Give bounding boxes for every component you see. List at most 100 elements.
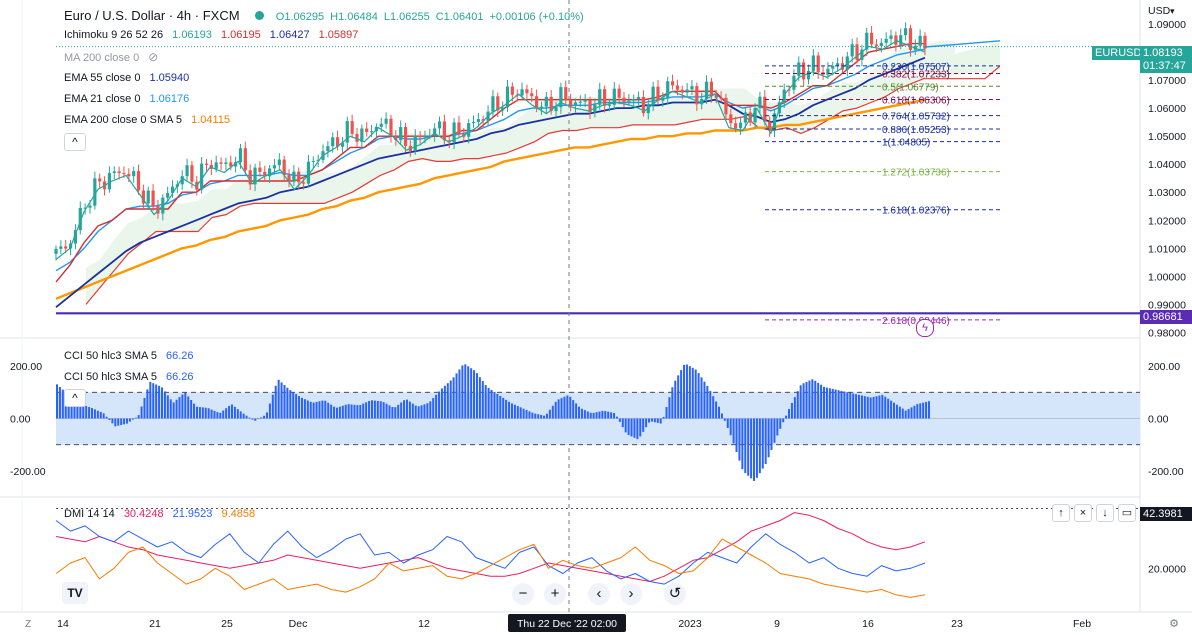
cci-bar bbox=[893, 402, 896, 419]
tradingview-logo-icon[interactable]: TV bbox=[62, 582, 88, 604]
candle-body bbox=[136, 171, 141, 191]
collapse-cci-button[interactable]: ^ bbox=[64, 389, 86, 407]
candle-body bbox=[491, 96, 495, 112]
fib-level-label: 1.272(1.03736) bbox=[882, 168, 950, 179]
candle-body bbox=[860, 49, 864, 60]
move-pane-down-button[interactable]: ↓ bbox=[1096, 504, 1114, 522]
candle-body bbox=[680, 89, 684, 93]
time-axis-label: 9 bbox=[774, 618, 780, 630]
candle-body bbox=[797, 62, 801, 76]
cci-bar bbox=[729, 418, 732, 436]
cci-bar bbox=[443, 385, 446, 419]
cci-bar bbox=[630, 418, 633, 437]
candle-body bbox=[709, 81, 713, 97]
remove-pane-button[interactable]: × bbox=[1074, 504, 1092, 522]
cci-bar bbox=[770, 418, 773, 450]
ema55-legend[interactable]: EMA 55 close 0 1.05940 bbox=[64, 71, 195, 85]
dmi-axis-tick: 20.0000 bbox=[1148, 563, 1186, 575]
price-axis-tick: 1.09000 bbox=[1148, 19, 1186, 31]
cci-bar bbox=[703, 381, 706, 419]
cci-bar bbox=[335, 407, 338, 419]
cci-bar bbox=[435, 394, 438, 419]
zoom-in-button[interactable]: + bbox=[544, 583, 566, 605]
candle-body bbox=[204, 163, 209, 165]
cci-bar bbox=[70, 397, 73, 419]
cci-legend-1[interactable]: CCI 50 hlc3 SMA 5 66.26 bbox=[64, 349, 200, 363]
cci-bar bbox=[353, 404, 356, 419]
candle-body bbox=[908, 28, 913, 50]
cci-bar bbox=[720, 413, 723, 419]
cci-bar bbox=[534, 413, 537, 419]
eye-icon[interactable] bbox=[255, 11, 265, 20]
candle-body bbox=[525, 89, 529, 94]
maximize-pane-button[interactable]: ▭ bbox=[1118, 504, 1136, 522]
scroll-left-button[interactable]: ‹ bbox=[588, 583, 610, 605]
scroll-right-button[interactable]: › bbox=[620, 583, 642, 605]
ema55-value: 1.05940 bbox=[149, 72, 190, 84]
candle-body bbox=[884, 38, 888, 43]
cci-bar bbox=[481, 381, 484, 419]
cci-bar bbox=[773, 418, 776, 443]
candle-body bbox=[787, 89, 791, 91]
cci-bar bbox=[817, 382, 820, 419]
cci-bar bbox=[166, 395, 169, 419]
collapse-legend-button[interactable]: ^ bbox=[64, 133, 86, 151]
cci-bar bbox=[615, 416, 618, 419]
cci-bar bbox=[805, 381, 808, 419]
price-axis-tick: 1.04000 bbox=[1148, 159, 1186, 171]
cci-bar bbox=[359, 404, 362, 419]
candle-body bbox=[763, 96, 767, 122]
dmi-legend[interactable]: DMI 14 14 30.4248 21.9523 9.4858 bbox=[64, 507, 261, 521]
cci-legend-2[interactable]: CCI 50 hlc3 SMA 5 66.26 bbox=[64, 370, 200, 384]
reset-chart-button[interactable]: ↺ bbox=[664, 583, 686, 605]
candle-body bbox=[724, 97, 728, 115]
cci-bar bbox=[718, 406, 721, 419]
candle-body bbox=[151, 190, 155, 207]
cci-bar bbox=[373, 400, 376, 419]
cci-bar bbox=[312, 402, 315, 419]
cci-bar bbox=[160, 387, 163, 419]
ma200-legend[interactable]: MA 200 close 0 ⊘ bbox=[64, 50, 164, 65]
cci-bar bbox=[190, 400, 193, 419]
candle-body bbox=[559, 87, 563, 108]
cci-bar bbox=[461, 365, 464, 419]
lightning-icon[interactable]: ϟ bbox=[916, 319, 934, 337]
fib-level-label: 0.382(1.07233) bbox=[882, 70, 950, 81]
candle-body bbox=[889, 35, 893, 39]
cci-bar bbox=[300, 397, 303, 419]
cci-bar bbox=[452, 377, 455, 419]
cci-bar bbox=[184, 392, 187, 419]
candle-body bbox=[641, 96, 646, 114]
candle-body bbox=[224, 162, 228, 164]
dmi-value: 30.4248 bbox=[123, 508, 164, 520]
candle-body bbox=[612, 88, 616, 105]
candle-body bbox=[78, 207, 82, 231]
ema200-legend[interactable]: EMA 200 close 0 SMA 5 1.04115 bbox=[64, 113, 236, 127]
candle-body bbox=[170, 186, 175, 193]
candle-body bbox=[879, 42, 883, 46]
cci-bar bbox=[551, 405, 554, 419]
zoom-out-button[interactable]: − bbox=[512, 583, 534, 605]
symbol-title: Euro / U.S. Dollar · 4h · FXCM bbox=[64, 8, 240, 23]
cci-bar bbox=[572, 400, 575, 419]
cci-bar bbox=[610, 412, 613, 419]
candle-body bbox=[433, 128, 437, 136]
candle-body bbox=[394, 136, 398, 141]
candle-body bbox=[748, 112, 752, 123]
ema21-value: 1.06176 bbox=[149, 93, 190, 105]
ichimoku-legend[interactable]: Ichimoku 9 26 52 26 1.06193 1.06195 1.06… bbox=[64, 28, 364, 42]
eye-off-icon[interactable]: ⊘ bbox=[148, 50, 159, 64]
cci-bar bbox=[423, 404, 426, 419]
candle-body bbox=[301, 182, 306, 184]
cci-axis-tick: 200.00 bbox=[1148, 361, 1180, 373]
move-pane-up-button[interactable]: ↑ bbox=[1052, 504, 1070, 522]
cci-bar bbox=[519, 407, 522, 419]
cci-bar bbox=[379, 401, 382, 419]
candle-body bbox=[54, 248, 58, 254]
candle-body bbox=[389, 118, 393, 137]
ema21-legend[interactable]: EMA 21 close 0 1.06176 bbox=[64, 92, 195, 106]
cci-bar bbox=[79, 404, 82, 419]
cci-bar bbox=[268, 403, 271, 419]
cci-bar bbox=[685, 364, 688, 419]
